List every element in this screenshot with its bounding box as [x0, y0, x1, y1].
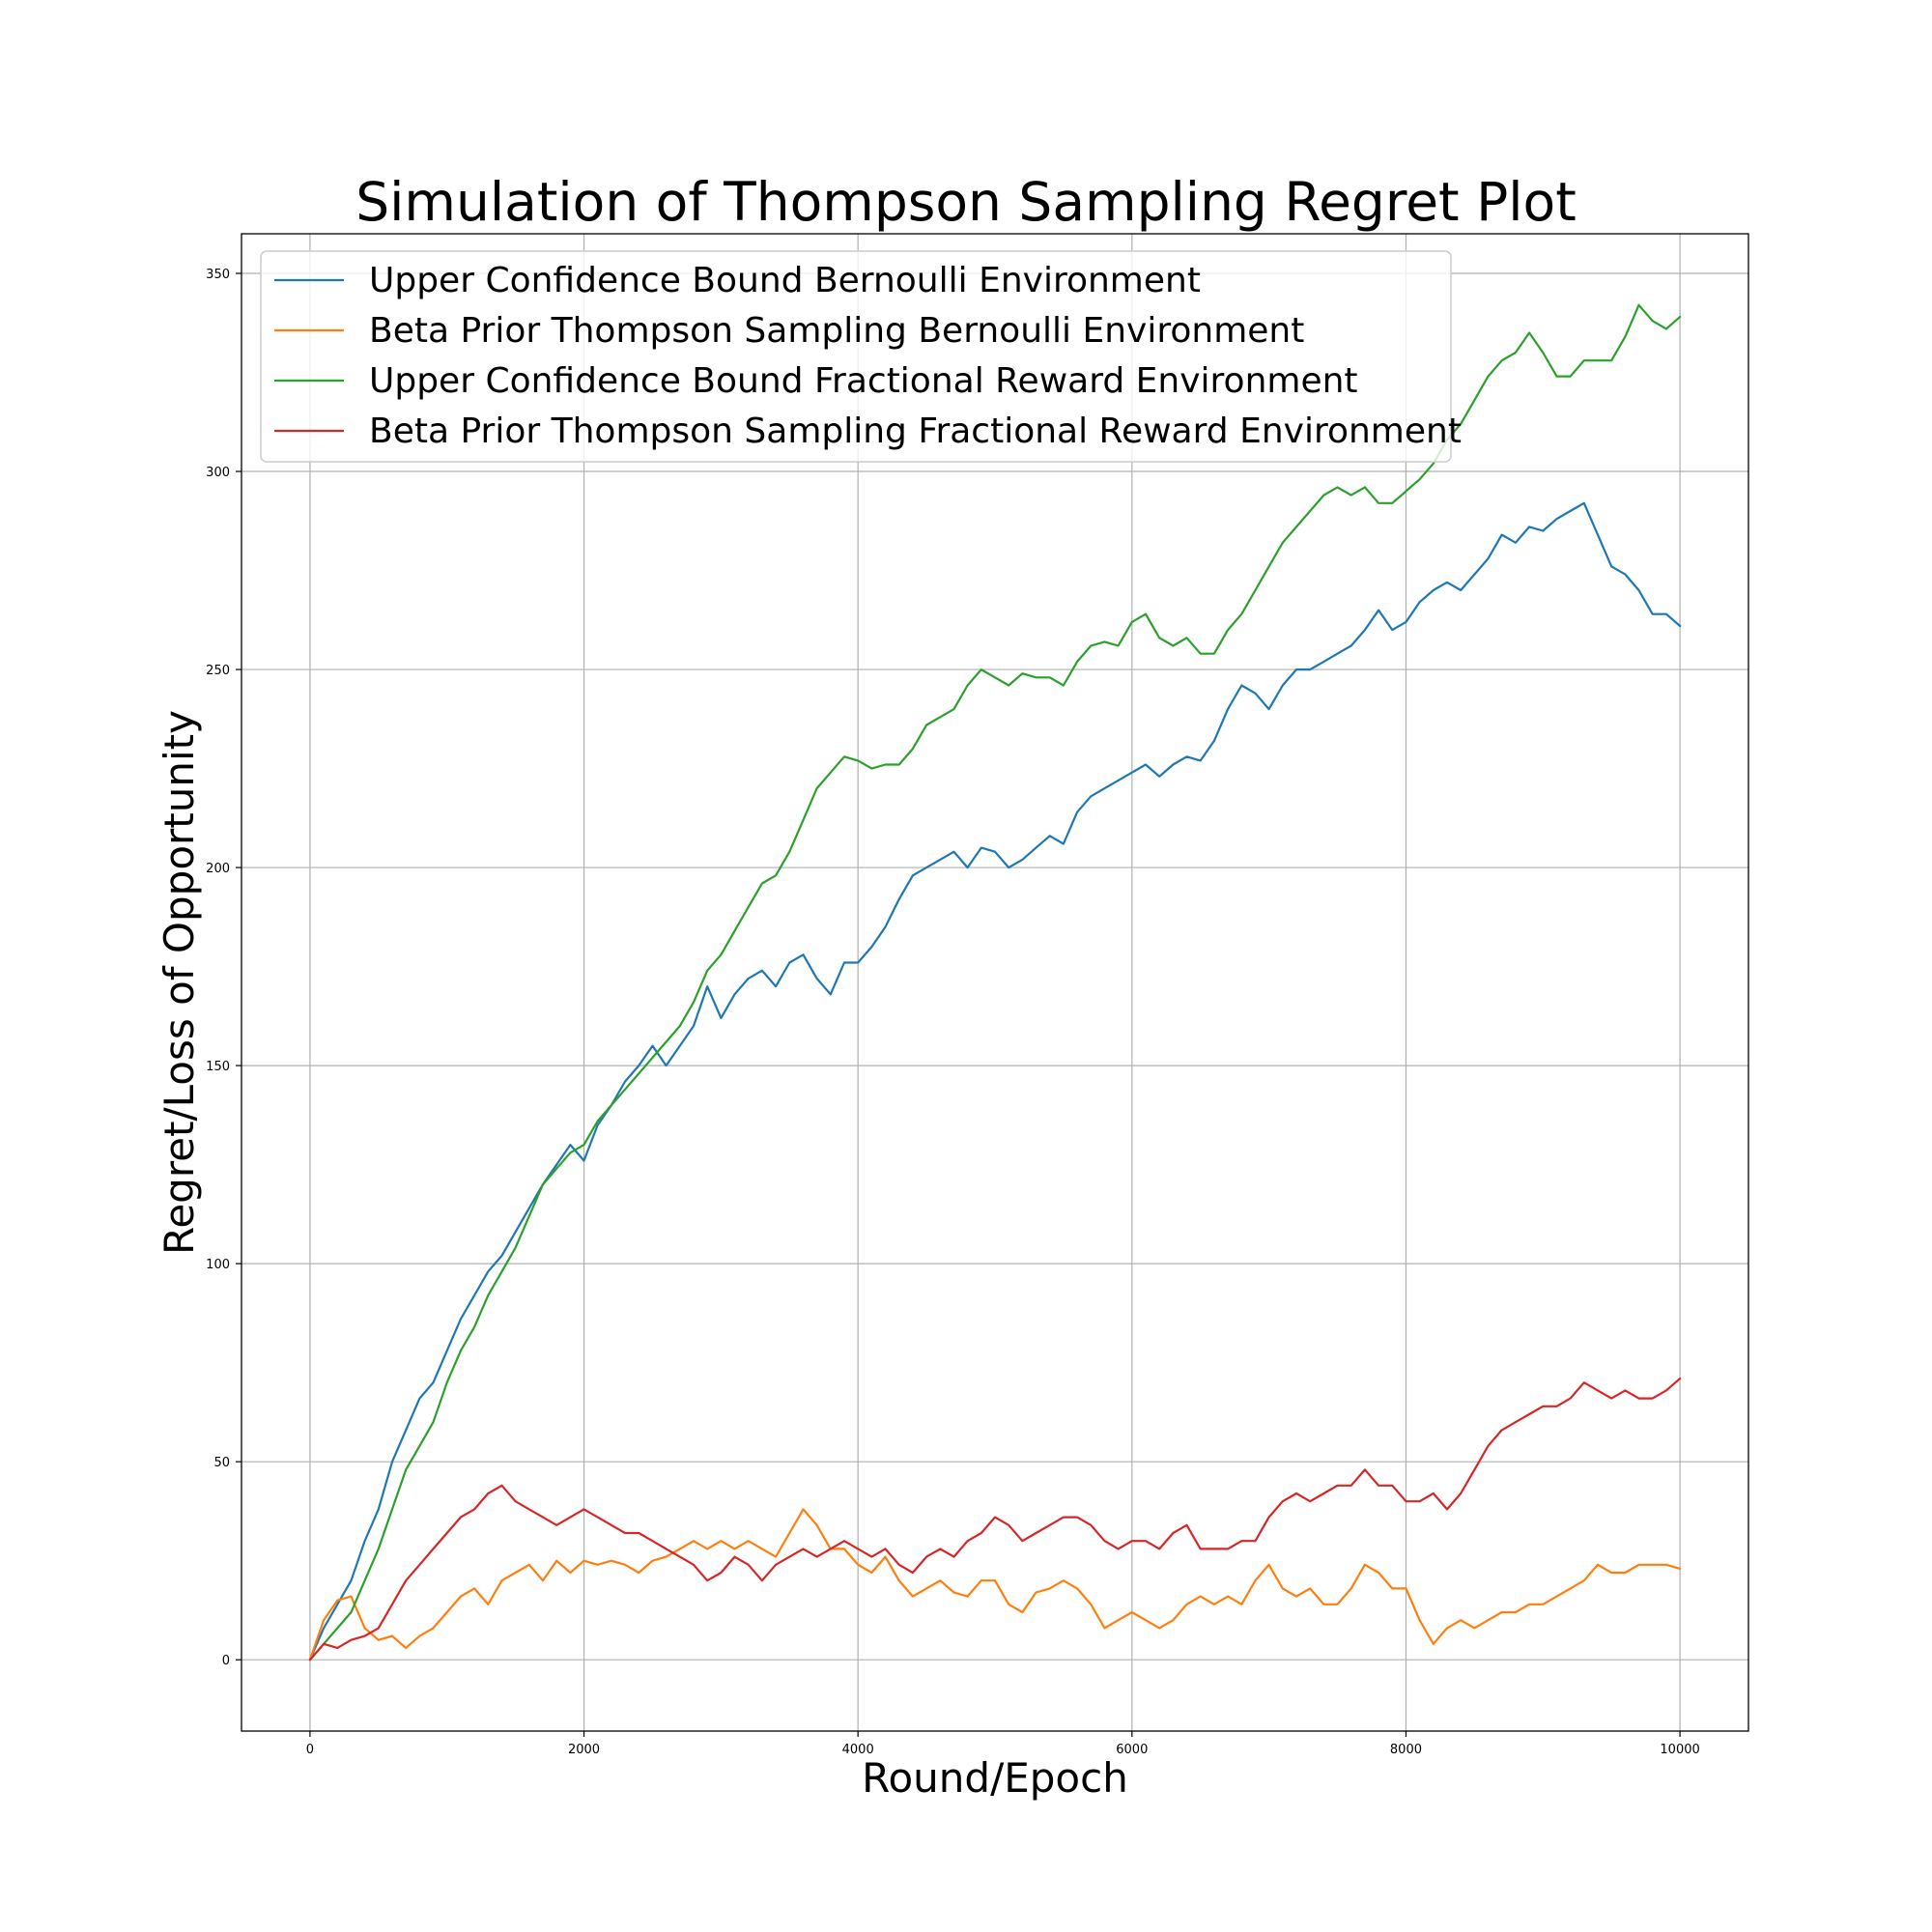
- plot-frame: [241, 233, 1749, 1732]
- chart-title: Simulation of Thompson Sampling Regret P…: [355, 171, 1577, 233]
- legend-box: [260, 250, 1452, 463]
- ticks: 0 2000 4000 6000 8000 10000 0 50 100 150 200 250 300…: [206, 268, 1700, 1757]
- series-line-4: [308, 1378, 1682, 1662]
- x-tick-label: 4000: [842, 1743, 874, 1757]
- x-tick-label: 6000: [1116, 1743, 1148, 1757]
- y-tick-label: 350: [206, 268, 230, 282]
- series-line-2: [308, 1508, 1682, 1662]
- legend-label-2: Beta Prior Thompson Sampling Bernoulli E…: [369, 311, 1304, 351]
- legend-label-3: Upper Confidence Bound Fractional Reward…: [369, 361, 1358, 401]
- legend: Upper Confidence Bound Bernoulli Environ…: [260, 250, 1462, 463]
- y-tick-label: 50: [213, 1456, 230, 1470]
- x-tick-label: 10000: [1660, 1743, 1699, 1757]
- y-tick-label: 200: [206, 862, 230, 876]
- y-tick-label: 100: [206, 1258, 230, 1272]
- y-tick-label: 150: [206, 1060, 230, 1074]
- legend-label-4: Beta Prior Thompson Sampling Fractional …: [369, 412, 1462, 451]
- y-axis-label: Regret/Loss of Opportunity: [156, 710, 203, 1255]
- y-tick-label: 0: [222, 1654, 230, 1668]
- x-tick-label: 0: [306, 1743, 314, 1757]
- y-tick-label: 300: [206, 466, 230, 480]
- x-tick-label: 2000: [568, 1743, 600, 1757]
- legend-label-1: Upper Confidence Bound Bernoulli Environ…: [369, 261, 1201, 300]
- x-axis-label: Round/Epoch: [862, 1754, 1128, 1802]
- y-tick-label: 250: [206, 664, 230, 678]
- x-tick-label: 8000: [1390, 1743, 1422, 1757]
